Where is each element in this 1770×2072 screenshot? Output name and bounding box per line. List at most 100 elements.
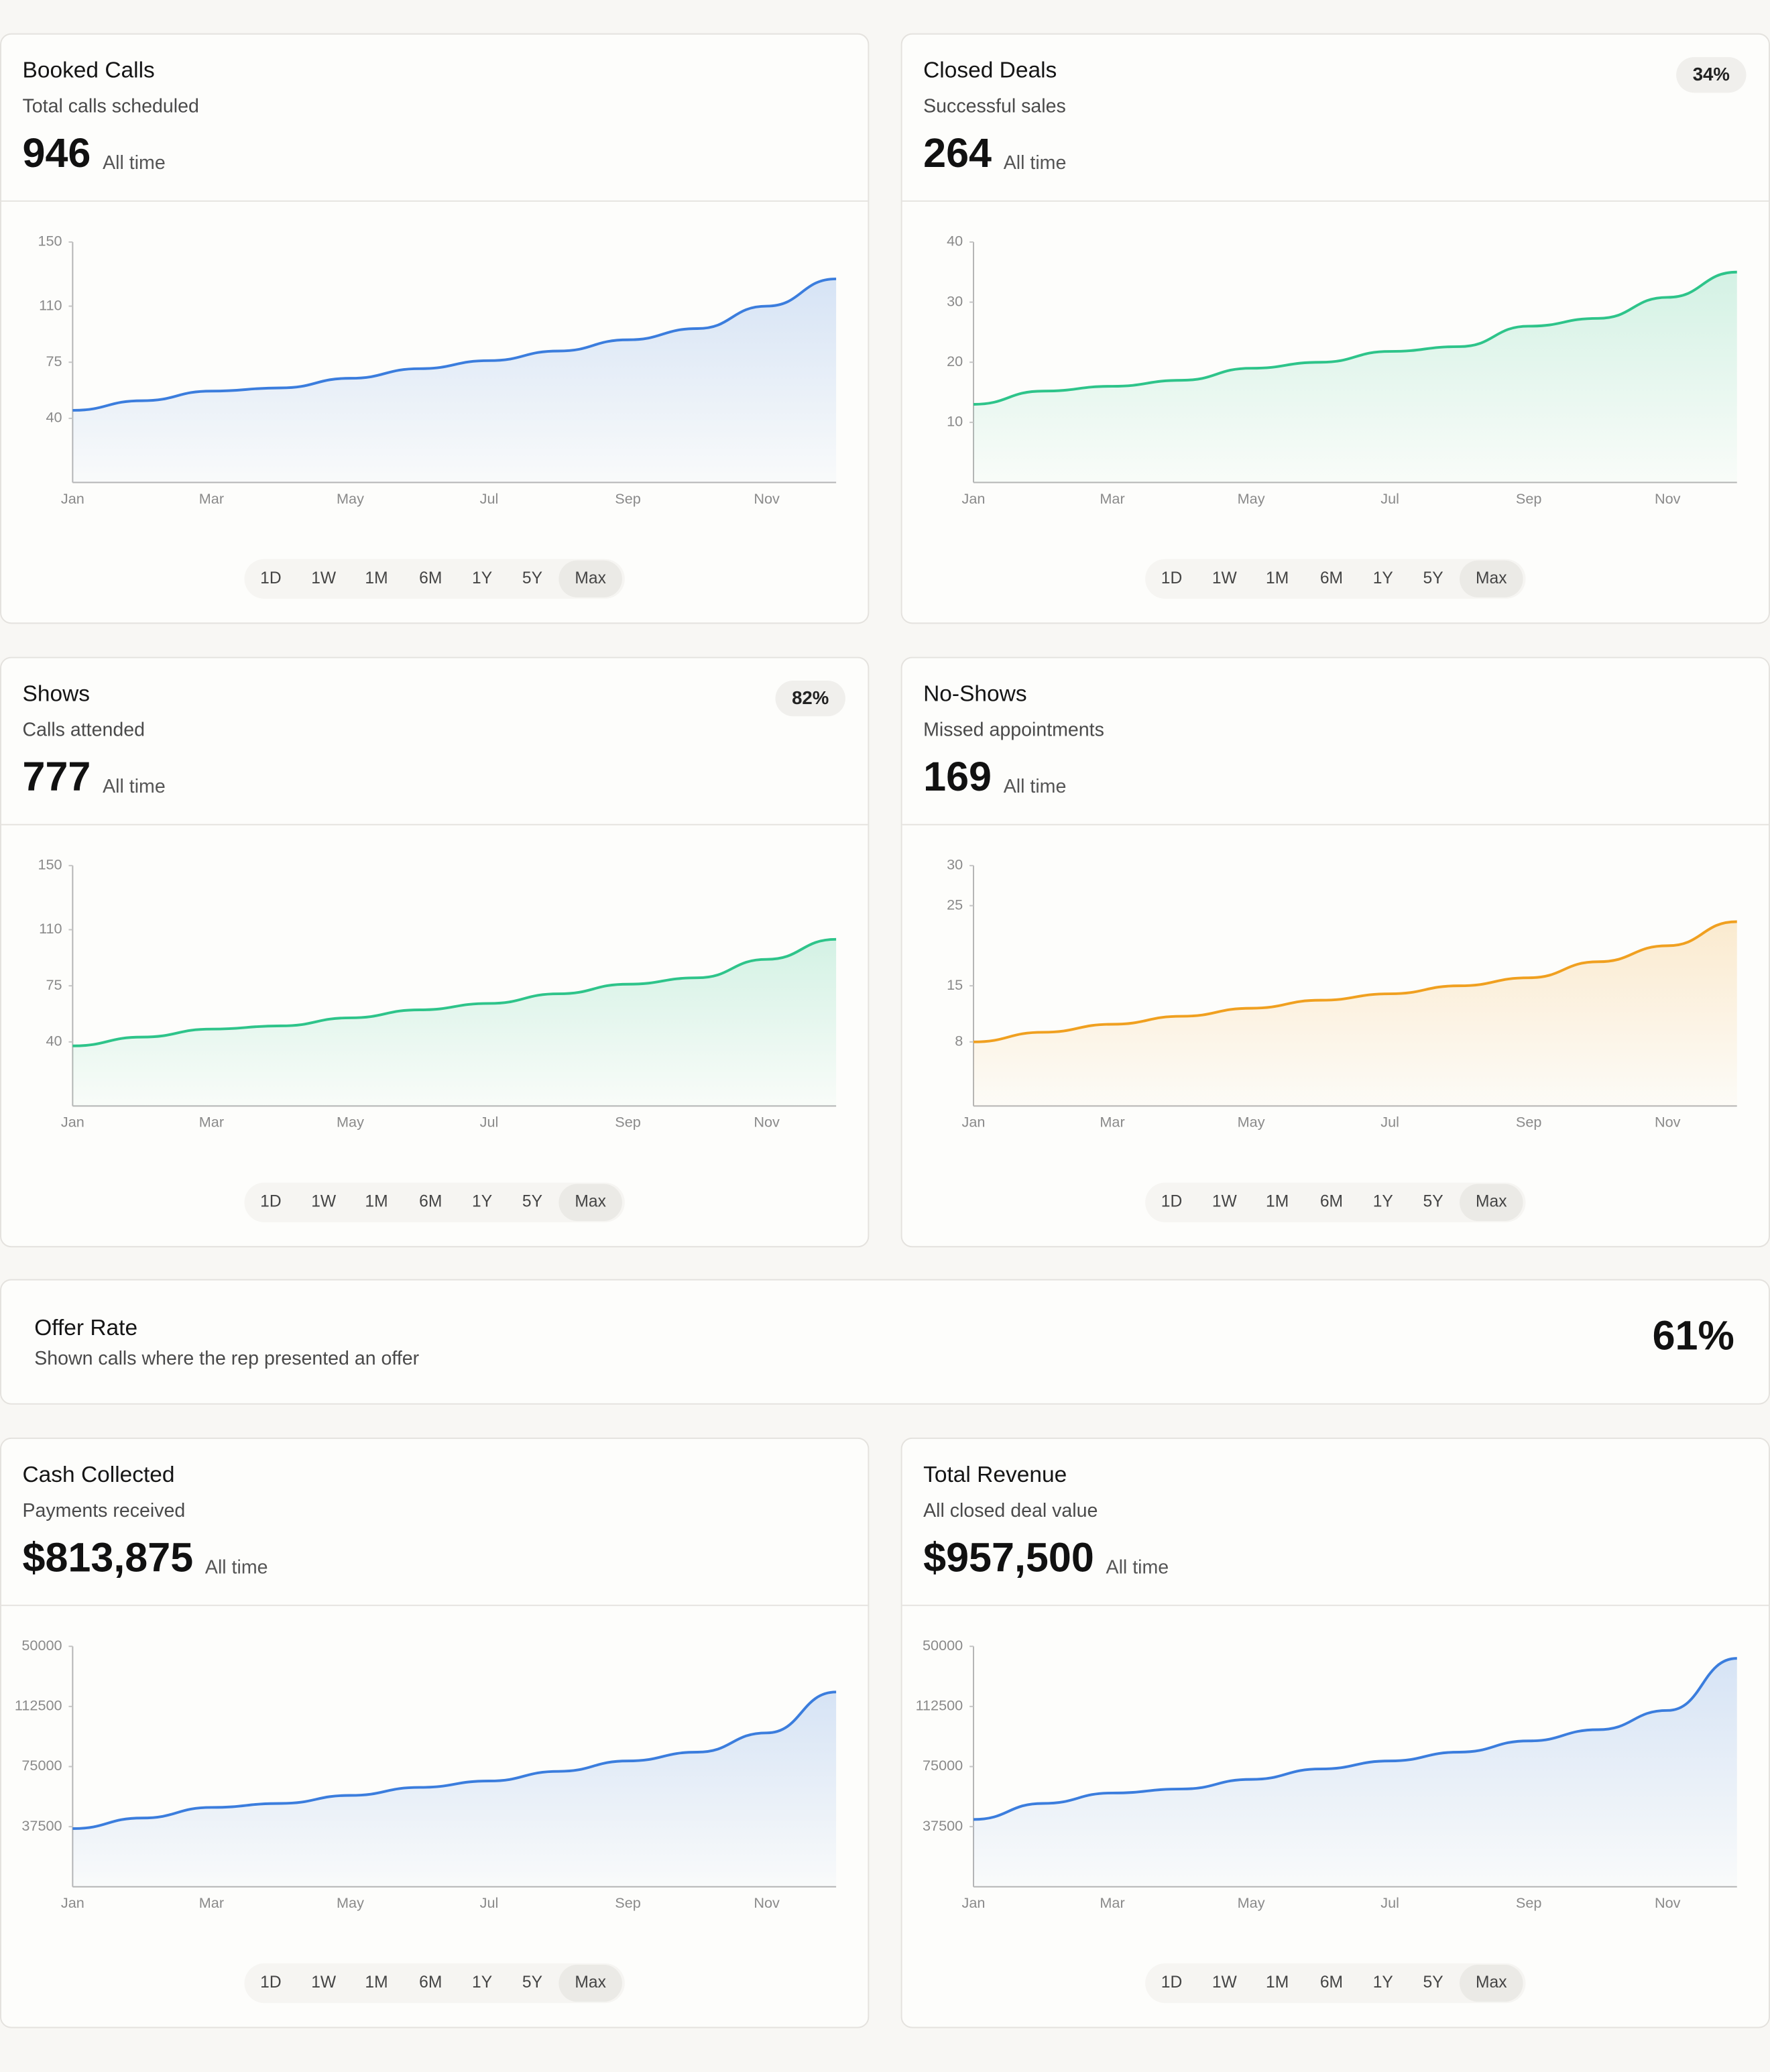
range-button[interactable]: 1D [260,1193,281,1211]
range-button[interactable]: 6M [1320,1973,1343,1992]
range-active [558,560,622,597]
range-button[interactable]: 1W [311,1193,337,1211]
offer-rate-value: 61% [1653,1312,1734,1358]
range-button[interactable]: Max [575,1973,606,1992]
x-tick-label: May [1238,1894,1265,1911]
range-button[interactable]: 5Y [1423,1973,1443,1992]
y-tick-label: 37500 [21,1817,62,1834]
area [973,272,1737,483]
x-tick-label: Jul [480,490,499,507]
card-subtitle: Shown calls where the rep presented an o… [34,1348,419,1369]
metric-card: Total Revenue All closed deal value $957,5… [900,1437,1770,2028]
range-button[interactable]: 1Y [472,1973,492,1992]
range-button[interactable]: 1D [260,569,281,587]
range-button[interactable]: 1W [1212,1973,1238,1992]
range-button[interactable]: Max [1476,1973,1507,1992]
range-button[interactable]: 5Y [1423,569,1443,587]
x-tick-label: Jan [61,490,84,507]
range-button[interactable]: 1M [365,1193,388,1211]
card-title: Cash Collected [22,1462,174,1487]
total-value: $813,875 [22,1534,193,1580]
card-subtitle: Successful sales [923,96,1066,117]
x-tick-label: Jan [61,1114,84,1131]
line [72,937,837,1047]
y-tick-label: 40 [947,233,963,249]
x-tick-label: Jul [480,1894,499,1911]
total-value: 946 [22,130,91,176]
x-tick-label: Sep [1516,1894,1542,1911]
y-tick-label: 110 [39,920,62,937]
metric-card: Cash Collected Payments received $813,875 A… [0,1437,870,2028]
range-button[interactable]: 1M [1266,569,1289,587]
range-button[interactable]: 1M [1266,1973,1289,1992]
range-bar [1145,559,1526,599]
line [973,270,1737,406]
badge: 34% [1693,64,1730,84]
range-button[interactable]: 1Y [1373,1193,1393,1211]
range-button[interactable]: 1W [1212,1193,1238,1211]
metric-card: Booked Calls Total calls scheduled 946 All … [0,33,870,624]
x-tick-label: Nov [754,1894,780,1911]
range-button[interactable]: 1Y [472,569,492,587]
y-tick-label: 112500 [15,1697,62,1714]
card [0,656,870,1248]
range-button[interactable]: Max [1476,569,1507,587]
range-button[interactable]: 1W [311,569,337,587]
range-button[interactable]: 1D [1161,1973,1182,1992]
x-tick-label: Mar [199,490,224,507]
y-tick-label: 20 [947,353,963,369]
card-subtitle: Missed appointments [923,719,1104,740]
range-button[interactable]: 1Y [472,1193,492,1211]
range-button[interactable]: 1D [1161,1193,1182,1211]
range-button[interactable]: 6M [1320,569,1343,587]
total-note: All time [1004,776,1067,797]
range-button[interactable]: 1W [311,1973,337,1992]
range-button[interactable]: 1Y [1373,1973,1393,1992]
x-tick-label: Sep [1516,1114,1542,1131]
y-tick-label: 40 [46,409,62,426]
x-tick-label: Jul [1380,1894,1399,1911]
range-button[interactable]: 1M [1266,1193,1289,1211]
card-title: Closed Deals [923,58,1057,83]
y-tick-label: 150 [38,856,62,873]
line [72,1690,837,1830]
range-bar [1145,1963,1526,2004]
range-button[interactable]: 1D [260,1973,281,1992]
range-button[interactable]: 6M [419,1193,442,1211]
card-title: Booked Calls [22,58,154,83]
card-title: Shows [22,682,90,707]
range-button[interactable]: 5Y [522,1193,542,1211]
range-button[interactable]: 1D [1161,569,1182,587]
range-button[interactable]: Max [575,569,606,587]
range-button[interactable]: 1Y [1373,569,1393,587]
range-button[interactable]: 5Y [522,1973,542,1992]
y-tick-label: 150 [38,233,62,249]
card-subtitle: Total calls scheduled [22,96,198,117]
total-value: 169 [923,754,992,799]
card [0,1437,870,2028]
range-active [558,1184,622,1221]
range-button[interactable]: 1W [1212,569,1238,587]
range-button[interactable]: 6M [1320,1193,1343,1211]
range-button[interactable]: 1M [365,1973,388,1992]
y-tick-label: 25 [947,896,963,913]
range-button[interactable]: 5Y [522,569,542,587]
range-button[interactable]: 1M [365,569,388,587]
metric-card: No-Shows Missed appointments 169 All time 8 1… [900,656,1770,1248]
card-title: No-Shows [923,682,1026,707]
x-tick-label: Nov [1655,1114,1681,1131]
range-button[interactable]: Max [575,1193,606,1211]
y-tick-label: 112500 [916,1697,963,1714]
x-tick-label: May [337,1114,364,1131]
y-tick-label: 10 [947,413,963,430]
x-tick-label: Jul [1380,490,1399,507]
range-active [1460,1184,1523,1221]
x-tick-label: Nov [754,1114,780,1131]
range-button[interactable]: 6M [419,569,442,587]
range-button[interactable]: 6M [419,1973,442,1992]
x-tick-label: Mar [1100,1114,1124,1131]
y-tick-label: 37500 [923,1817,963,1834]
x-tick-label: May [337,490,364,507]
range-button[interactable]: Max [1476,1193,1507,1211]
range-button[interactable]: 5Y [1423,1193,1443,1211]
